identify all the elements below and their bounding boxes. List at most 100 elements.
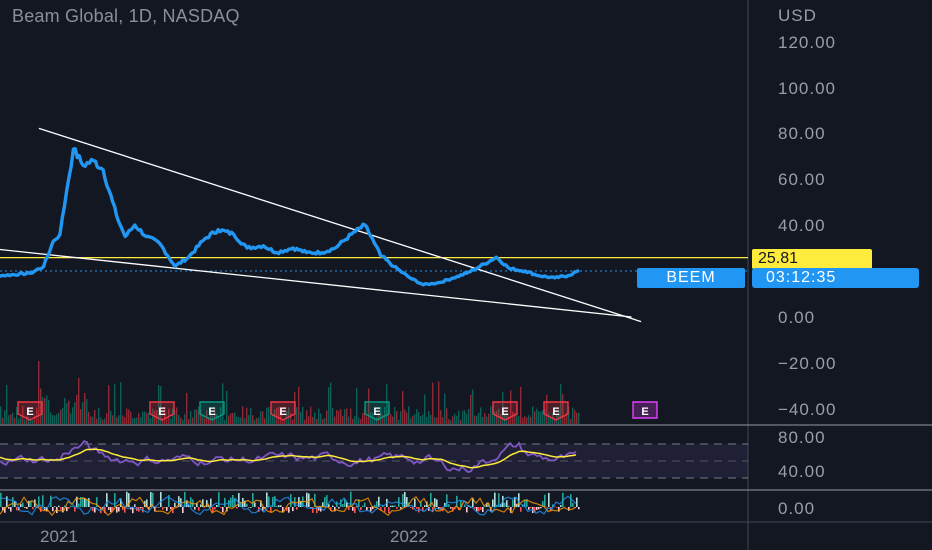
price-axis-tick: 120.00 xyxy=(778,33,836,52)
volume-bar xyxy=(258,417,260,424)
earnings-marker[interactable]: E xyxy=(543,401,569,421)
macd-histogram-bar xyxy=(348,507,350,511)
macd-histogram-bar xyxy=(124,507,126,513)
volume-bar xyxy=(402,391,404,424)
volume-bar xyxy=(292,419,294,424)
macd-histogram-bar xyxy=(206,500,208,507)
volume-bar xyxy=(300,411,302,424)
earnings-marker[interactable]: E xyxy=(149,401,175,421)
volume-bar xyxy=(64,397,66,424)
volume-bar xyxy=(138,413,140,424)
macd-histogram-bar xyxy=(108,507,110,510)
macd-histogram-bar xyxy=(466,507,468,513)
rsi-line xyxy=(0,440,577,474)
volume-bar xyxy=(484,413,486,424)
volume-bar xyxy=(444,393,446,424)
volume-bar xyxy=(12,412,14,424)
macd-histogram-bar xyxy=(556,507,558,508)
volume-bar xyxy=(316,418,318,424)
earnings-marker[interactable]: E xyxy=(632,401,658,419)
volume-bar xyxy=(270,408,272,424)
volume-bar xyxy=(164,407,166,424)
earnings-marker[interactable]: E xyxy=(492,401,518,421)
volume-bar xyxy=(140,417,142,424)
macd-histogram-bar xyxy=(354,507,356,514)
volume-bar xyxy=(274,409,276,424)
macd-histogram-bar xyxy=(68,507,70,509)
earnings-marker-shape xyxy=(17,401,43,421)
macd-histogram-bar xyxy=(32,507,34,510)
trendline-upper[interactable] xyxy=(38,127,642,323)
volume-bar xyxy=(486,416,488,424)
volume-bar xyxy=(362,412,364,424)
earnings-marker-shape xyxy=(632,401,658,419)
macd-histogram-bar xyxy=(116,507,118,513)
macd-histogram-bar xyxy=(308,493,310,507)
macd-histogram-bar xyxy=(282,507,284,513)
macd-histogram-bar xyxy=(168,495,170,507)
volume-bar xyxy=(490,406,492,424)
symbol-tag[interactable]: BEEM xyxy=(637,268,745,288)
macd-histogram-bar xyxy=(422,507,424,512)
macd-histogram-bar xyxy=(314,493,316,507)
macd-histogram-bar xyxy=(198,507,200,511)
macd-histogram-bar xyxy=(20,504,22,507)
macd-histogram-bar xyxy=(222,507,224,513)
volume-bar xyxy=(506,412,508,424)
volume-bar xyxy=(310,406,312,424)
macd-histogram-bar xyxy=(370,507,372,512)
volume-bar xyxy=(364,409,366,424)
macd-histogram-bar xyxy=(510,507,512,513)
volume-bar xyxy=(180,417,182,424)
macd-histogram-bar xyxy=(82,497,84,507)
volume-bar xyxy=(160,386,162,424)
volume-bar xyxy=(332,408,334,424)
volume-bar xyxy=(170,418,172,424)
volume-bar xyxy=(410,418,412,424)
volume-bar xyxy=(518,416,520,424)
horizontal-level-price-tag[interactable]: 25.81 xyxy=(752,249,872,269)
volume-bar xyxy=(76,394,78,424)
macd-histogram-bar xyxy=(212,507,214,513)
earnings-marker[interactable]: E xyxy=(199,401,225,421)
volume-bar xyxy=(450,419,452,424)
macd-histogram-bar xyxy=(72,506,74,507)
macd-histogram-bar xyxy=(334,507,336,512)
volume-bar xyxy=(442,417,444,424)
price-axis-currency: USD xyxy=(778,6,817,25)
volume-bar xyxy=(472,389,474,424)
macd-histogram-bar xyxy=(90,507,92,508)
volume-bar xyxy=(196,409,198,424)
volume-bar xyxy=(302,406,304,424)
volume-bar xyxy=(516,414,518,424)
earnings-marker[interactable]: E xyxy=(17,401,43,421)
macd-histogram-bar xyxy=(576,497,578,507)
price-series-line[interactable] xyxy=(0,147,580,287)
macd-histogram-bar xyxy=(0,492,2,507)
volume-bar xyxy=(404,409,406,424)
macd-histogram-bar xyxy=(544,494,546,507)
earnings-marker-label: E xyxy=(501,406,508,418)
volume-bar xyxy=(4,410,6,424)
volume-bar xyxy=(234,412,236,424)
rsi-ma-line xyxy=(0,448,577,469)
macd-histogram-bar xyxy=(430,492,432,507)
macd-histogram-bar xyxy=(388,507,390,514)
macd-histogram-bar xyxy=(190,497,192,507)
macd-histogram-bar xyxy=(84,498,86,507)
earnings-marker[interactable]: E xyxy=(364,401,390,421)
macd-histogram-bar xyxy=(10,507,12,512)
volume-bar xyxy=(154,410,156,424)
macd-histogram-bar xyxy=(526,499,528,507)
macd-histogram-bar xyxy=(22,502,24,507)
volume-bar xyxy=(482,416,484,424)
volume-bar xyxy=(48,400,50,424)
macd-histogram-bar xyxy=(508,505,510,507)
trendline-lower[interactable] xyxy=(0,243,632,318)
earnings-marker-label: E xyxy=(208,406,215,418)
earnings-marker[interactable]: E xyxy=(270,401,296,421)
macd-histogram-bar xyxy=(538,507,540,510)
